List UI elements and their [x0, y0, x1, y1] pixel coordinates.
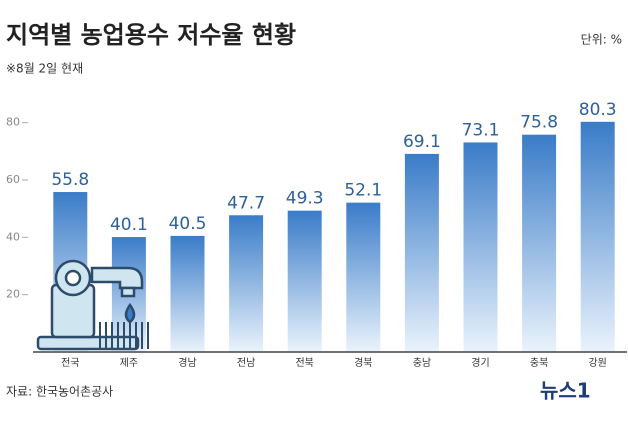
data-label: 40.1: [110, 215, 148, 235]
subtitle: ※8월 2일 현재: [6, 62, 83, 76]
bar: [463, 142, 498, 352]
x-tick-label: 전국: [61, 357, 79, 369]
bar: [522, 134, 557, 352]
data-label: 52.1: [344, 181, 382, 201]
bar: [287, 210, 322, 352]
y-tick-label: 40: [6, 230, 20, 243]
x-tick-label: 경남: [178, 356, 196, 369]
plot: 20 40 60 80 55.8 전국 40.1 제주 40.5 경남 47.7 전남 49.3 전북 52…: [6, 100, 627, 369]
y-tick-label: 80: [6, 116, 20, 129]
y-tick-label: 20: [6, 288, 20, 301]
chart-title: 지역별 농업용수 저수율 현황: [6, 21, 296, 49]
faucet-illustration: [36, 259, 149, 351]
bar: [170, 235, 205, 352]
data-label: 55.8: [51, 170, 89, 190]
x-tick-label: 경기: [471, 356, 489, 369]
data-label: 75.8: [520, 113, 558, 133]
x-tick-label: 전북: [295, 357, 313, 369]
x-tick-label: 경북: [354, 356, 372, 369]
bar: [580, 121, 615, 352]
data-label: 73.1: [462, 120, 500, 140]
x-tick-label: 충남: [413, 357, 431, 369]
data-label: 40.5: [169, 214, 207, 234]
bar: [404, 153, 439, 352]
data-label: 47.7: [227, 193, 265, 213]
logo-text: 뉴스1: [540, 379, 591, 403]
unit-label: 단위: %: [581, 33, 622, 47]
x-tick-label: 전남: [237, 357, 255, 369]
x-tick-label: 제주: [120, 357, 138, 369]
logo: 뉴스1: [540, 379, 591, 403]
bar: [346, 202, 381, 352]
data-label: 49.3: [286, 189, 324, 209]
source: 자료: 한국농어촌공사: [6, 385, 113, 399]
y-tick-label: 60: [6, 173, 20, 186]
data-label: 69.1: [403, 132, 441, 152]
data-label: 80.3: [579, 100, 617, 120]
x-tick-label: 강원: [588, 357, 606, 369]
bar: [229, 215, 264, 352]
x-tick-label: 충북: [530, 357, 548, 369]
